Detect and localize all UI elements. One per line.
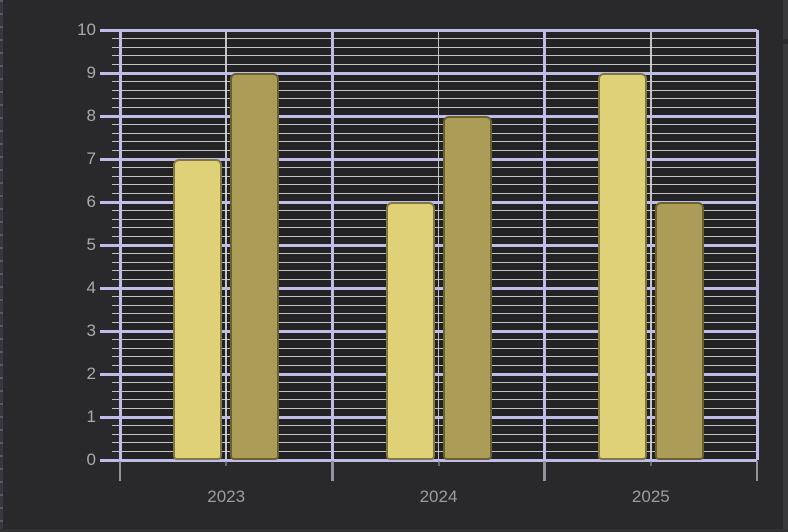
y-axis-minor-tick (112, 166, 120, 169)
y-axis-minor-tick (112, 80, 120, 83)
y-axis-minor-tick (112, 192, 120, 195)
gridline-major-vertical (330, 30, 334, 460)
y-axis-major-tick (100, 114, 120, 118)
gridline-major-vertical (543, 30, 547, 460)
y-axis-minor-tick (112, 381, 120, 384)
gridline-major-horizontal (120, 71, 757, 75)
bar-2024-series-2[interactable] (442, 116, 492, 460)
y-axis-minor-tick (112, 209, 120, 212)
y-axis-major-tick (100, 286, 120, 290)
y-axis-minor-tick (112, 313, 120, 315)
y-axis-major-tick (100, 329, 120, 333)
y-axis-minor-tick (112, 141, 120, 143)
gridline-major-horizontal (120, 28, 757, 32)
y-axis-minor-tick (112, 63, 120, 66)
y-axis-tick-label: 3 (86, 321, 96, 340)
y-axis-major-tick (100, 372, 120, 376)
y-axis-minor-tick (112, 347, 120, 349)
x-axis-boundary-tick (755, 461, 759, 481)
gridline-major-horizontal (120, 372, 757, 376)
y-axis-tick-label: 6 (86, 192, 96, 211)
y-axis-minor-tick (112, 450, 120, 453)
x-axis-tick-label: 2025 (631, 487, 670, 506)
y-axis-minor-tick (112, 132, 120, 134)
y-axis-minor-tick (112, 261, 120, 263)
y-axis-minor-tick (112, 252, 120, 255)
y-axis-major-tick (100, 243, 120, 247)
bar-2025-series-1[interactable] (597, 73, 647, 460)
y-axis-minor-tick (112, 106, 120, 109)
y-axis-minor-tick (112, 364, 120, 367)
window-left-edge (0, 0, 3, 532)
y-axis-minor-tick (112, 399, 120, 401)
y-axis-minor-tick (112, 424, 120, 427)
x-axis-center-tick (225, 461, 228, 466)
y-axis-minor-tick (112, 390, 120, 392)
y-axis-major-tick (100, 157, 120, 161)
y-axis-minor-tick (112, 123, 120, 126)
y-axis-minor-tick (112, 338, 120, 341)
y-axis-minor-tick (112, 98, 120, 100)
y-axis-minor-tick (112, 433, 120, 435)
y-axis-tick-label: 1 (86, 407, 96, 426)
bar-2023-series-2[interactable] (230, 73, 280, 460)
y-axis-minor-tick (112, 321, 120, 324)
x-axis-boundary-tick (118, 461, 122, 481)
y-axis-major-tick (100, 71, 120, 75)
y-axis-minor-tick (112, 278, 120, 281)
window-right-edge (783, 0, 788, 532)
y-axis-tick-label: 2 (86, 364, 96, 383)
x-axis-center-tick (649, 461, 652, 466)
bar-2024-series-1[interactable] (385, 202, 435, 460)
gridline-major-vertical (755, 30, 759, 460)
gridline-major-horizontal (120, 243, 757, 247)
y-axis-minor-tick (112, 227, 120, 229)
window-right-edge-notch (783, 39, 788, 44)
x-axis-boundary-tick (543, 461, 546, 481)
y-axis-minor-tick (112, 356, 120, 358)
x-axis-boundary-tick (331, 461, 334, 481)
x-axis-center-tick (437, 461, 440, 466)
y-axis-tick-label: 5 (86, 235, 96, 254)
y-axis-minor-tick (112, 295, 120, 298)
y-axis-minor-tick (112, 175, 120, 177)
y-axis-tick-label: 7 (86, 149, 96, 168)
gridline-major-horizontal (120, 200, 757, 204)
window-bottom-edge (0, 529, 788, 532)
y-axis-minor-tick (112, 270, 120, 272)
gridline-major-horizontal (120, 114, 757, 118)
y-axis-minor-tick (112, 184, 120, 186)
y-axis-minor-tick (112, 235, 120, 238)
bar-2025-series-2[interactable] (654, 202, 704, 460)
gridline-major-horizontal (120, 157, 757, 161)
gridline-major-horizontal (120, 329, 757, 333)
y-axis-minor-tick (112, 55, 120, 57)
y-axis-minor-tick (112, 46, 120, 48)
gridline-major-horizontal (120, 286, 757, 290)
y-axis-minor-tick (112, 407, 120, 410)
gridline-major-horizontal (120, 458, 757, 462)
bar-2023-series-1[interactable] (173, 159, 223, 460)
y-axis-minor-tick (112, 304, 120, 306)
x-axis-tick-label: 2023 (207, 487, 246, 506)
gridline-major-vertical (118, 30, 122, 460)
y-axis-tick-label: 10 (77, 20, 96, 39)
y-axis-tick-label: 9 (86, 63, 96, 82)
y-axis-tick-label: 8 (86, 106, 96, 125)
gridline-major-horizontal (120, 415, 757, 419)
y-axis-minor-tick (112, 218, 120, 220)
y-axis-major-tick (100, 28, 120, 32)
y-axis-minor-tick (112, 37, 120, 40)
y-axis-major-tick (100, 458, 120, 462)
y-axis-major-tick (100, 415, 120, 419)
y-axis-tick-label: 0 (86, 450, 96, 469)
y-axis-minor-tick (112, 89, 120, 91)
y-axis-minor-tick (112, 149, 120, 152)
y-axis-major-tick (100, 200, 120, 204)
y-axis-tick-label: 4 (86, 278, 96, 297)
y-axis-minor-tick (112, 442, 120, 444)
x-axis-tick-label: 2024 (419, 487, 458, 506)
